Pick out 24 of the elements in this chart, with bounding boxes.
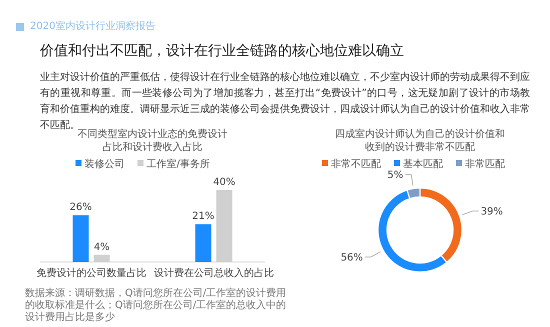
data-label: 56%	[340, 252, 363, 264]
legend-label: 装修公司	[84, 158, 124, 170]
legend-label: 非常不匹配	[331, 158, 381, 170]
x-tick-label: 免费设计的公司数量占比	[36, 267, 146, 279]
legend-item: 非常匹配	[456, 159, 505, 170]
data-label: 21%	[192, 211, 214, 222]
data-label: 5%	[387, 170, 404, 182]
text: 价值和付出不匹配，设计在行业全链路的核心地位难以确立	[40, 42, 405, 60]
legend-label: 非常匹配	[465, 158, 505, 170]
data-label: 40%	[213, 177, 236, 188]
legend-item: 工作室/事务所	[138, 159, 210, 170]
legend-item: 装修公司	[76, 159, 124, 170]
data-label: 39%	[480, 206, 503, 218]
legend-item: 非常不匹配	[322, 159, 381, 170]
source-note: 数据来源：调研数据，Q请问您所在公司/工作室的设计费用的收取标准是什么；Q请问您所在公司/工作室的总收入中的设计费用占比是多少	[25, 288, 288, 324]
data-label: 26%	[70, 202, 92, 214]
x-tick-label: 设计费在公司总收入的占比	[154, 267, 274, 279]
chart-title: 四成室内设计师认为自己的设计价值和收到的设计费非常不匹配	[335, 128, 505, 154]
legend-label: 基本匹配	[403, 158, 443, 170]
text: 2020室内设计行业洞察报告	[30, 20, 156, 33]
legend-label: 工作室/事务所	[146, 158, 210, 170]
chart-title: 不同类型室内设计业态的免费设计占比和设计费收入占比	[76, 128, 228, 154]
legend-item: 基本匹配	[394, 159, 443, 170]
data-label: 4%	[94, 242, 110, 253]
